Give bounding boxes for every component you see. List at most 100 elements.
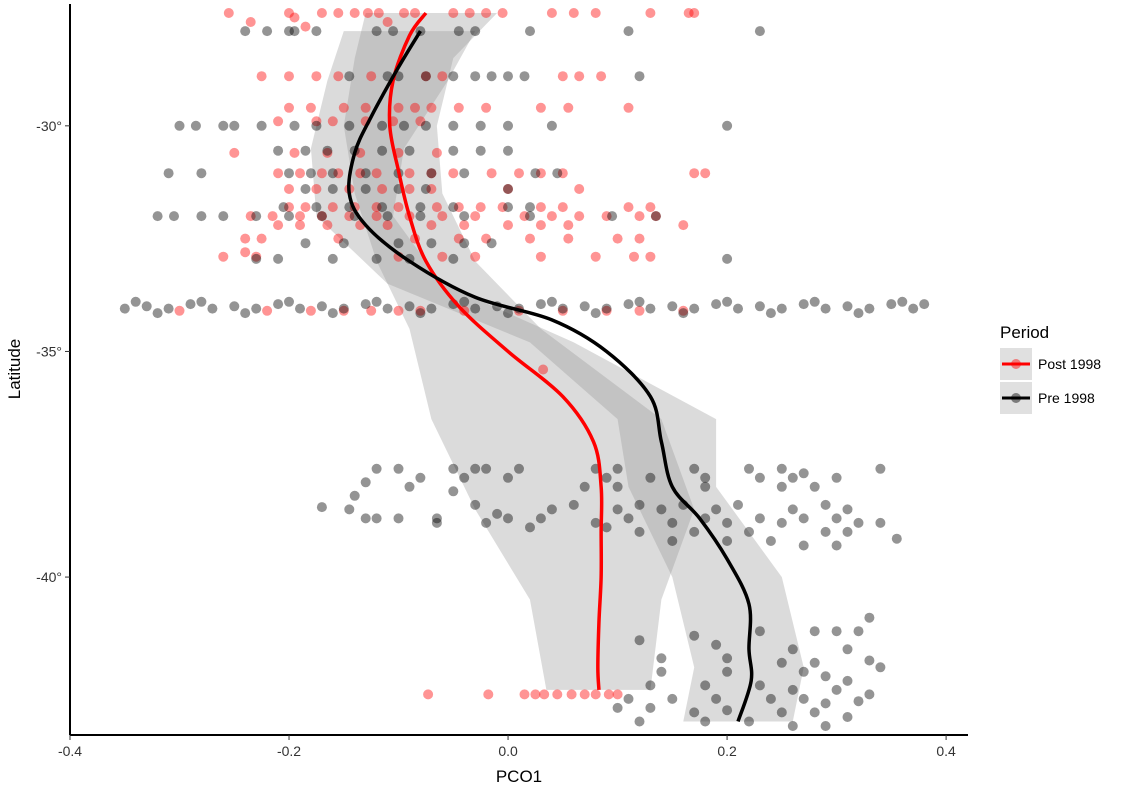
pre-1998-point — [809, 481, 820, 492]
pre-1998-point — [535, 299, 546, 310]
pre-1998-point — [196, 296, 207, 307]
pre-1998-point — [519, 71, 530, 82]
post-1998-point — [437, 251, 448, 262]
pre-1998-point — [377, 145, 388, 156]
pre-1998-point — [503, 513, 513, 524]
post-1998-point — [603, 689, 614, 700]
pre-1998-point — [634, 635, 645, 646]
post-1998-point — [689, 168, 700, 179]
pre-1998-point — [656, 653, 667, 664]
post-1998-point — [316, 168, 327, 179]
confidence-bands — [310, 13, 804, 722]
pre-1998-point — [744, 716, 754, 727]
pre-1998-point — [273, 145, 284, 156]
pre-1998-point — [371, 296, 382, 307]
pre-1998-point — [754, 26, 765, 37]
pre-1998-point — [278, 202, 289, 213]
pre-1998-point — [667, 693, 678, 704]
pre-1998-point — [897, 296, 908, 307]
pre-1998-point — [262, 26, 273, 37]
pre-1998-point — [722, 666, 733, 677]
post-1998-point — [393, 305, 404, 316]
pre-1998-point — [820, 526, 831, 537]
post-1998-point — [338, 102, 349, 113]
pre-1998-point — [546, 120, 557, 131]
pre-1998-point — [316, 502, 327, 513]
pre-1998-point — [733, 499, 743, 510]
pre-1998-point — [798, 468, 809, 479]
pre-1998-point — [360, 168, 371, 179]
post-1998-point — [623, 102, 634, 113]
smooth-lines — [347, 11, 754, 723]
post-1998-point — [574, 71, 585, 82]
post-1998-point — [557, 71, 568, 82]
pre-1998-point — [486, 71, 497, 82]
pre-1998-point — [141, 301, 152, 312]
post-1998-point — [284, 184, 294, 194]
pre-1998-point — [327, 253, 338, 264]
post-1998-point — [535, 168, 546, 179]
post-1998-point — [497, 8, 508, 18]
post-1998-point — [404, 184, 415, 194]
pre-1998-point — [273, 299, 284, 310]
post-1998-point — [349, 8, 360, 18]
pre-1998-point — [525, 211, 535, 222]
pre-1998-smooth-line — [347, 30, 754, 723]
pre-1998-point — [722, 705, 733, 716]
pre-1998-point — [371, 513, 382, 524]
pre-1998-point — [486, 238, 497, 249]
pre-1998-point — [831, 472, 842, 483]
post-1998-point — [448, 168, 459, 179]
pre-1998-point — [711, 639, 722, 650]
x-tick-label: -0.2 — [277, 743, 301, 759]
pre-1998-point — [809, 707, 820, 718]
pre-1998-point — [776, 463, 787, 474]
pre-1998-point — [404, 145, 415, 156]
post-1998-point — [262, 305, 273, 316]
pre-1998-point — [623, 513, 634, 524]
pre-1998-point — [667, 536, 678, 546]
pre-1998-point — [787, 504, 798, 515]
pre-1998-point — [787, 644, 798, 655]
post-1998-point — [535, 202, 546, 213]
post-1998-point — [678, 305, 689, 316]
post-1998-point — [557, 202, 568, 213]
pre-1998-point — [645, 303, 656, 314]
pre-1998-point — [831, 684, 842, 695]
post-1998-point — [284, 102, 294, 113]
post-1998-point — [251, 251, 262, 262]
pre-1998-point — [650, 211, 661, 222]
pre-1998-point — [722, 253, 733, 264]
post-1998-point — [245, 211, 256, 222]
post-1998-point — [470, 211, 481, 222]
pre-1998-point — [722, 653, 733, 664]
pre-1998-point — [256, 120, 267, 131]
pre-1998-point — [470, 71, 481, 82]
pre-1998-point — [820, 499, 831, 510]
pre-1998-point — [754, 513, 765, 524]
post-1998-point — [546, 8, 557, 18]
pre-1998-point — [722, 536, 733, 546]
pre-1998-point — [399, 120, 409, 131]
post-1998-point — [371, 168, 382, 179]
post-1998-point — [355, 168, 366, 179]
post-1998-point — [590, 251, 601, 262]
pre-1998-point — [864, 612, 875, 623]
pre-1998-point — [492, 508, 503, 519]
post-1998-point — [650, 211, 661, 222]
pre-1998-point — [579, 481, 590, 492]
post-1998-point — [333, 233, 344, 244]
post-1998-point — [273, 220, 284, 231]
post-1998-point — [371, 211, 382, 222]
post-1998-point — [256, 233, 267, 244]
post-1998-point — [574, 211, 585, 222]
pre-1998-point — [284, 296, 294, 307]
pre-1998-point — [886, 299, 897, 310]
pre-1998-point — [327, 184, 338, 194]
pre-1998-point — [503, 184, 513, 194]
pre-1998-point — [864, 689, 875, 700]
post-1998-point — [415, 305, 426, 316]
x-tick-label: 0.4 — [936, 743, 956, 759]
post-1998-point — [459, 220, 470, 231]
